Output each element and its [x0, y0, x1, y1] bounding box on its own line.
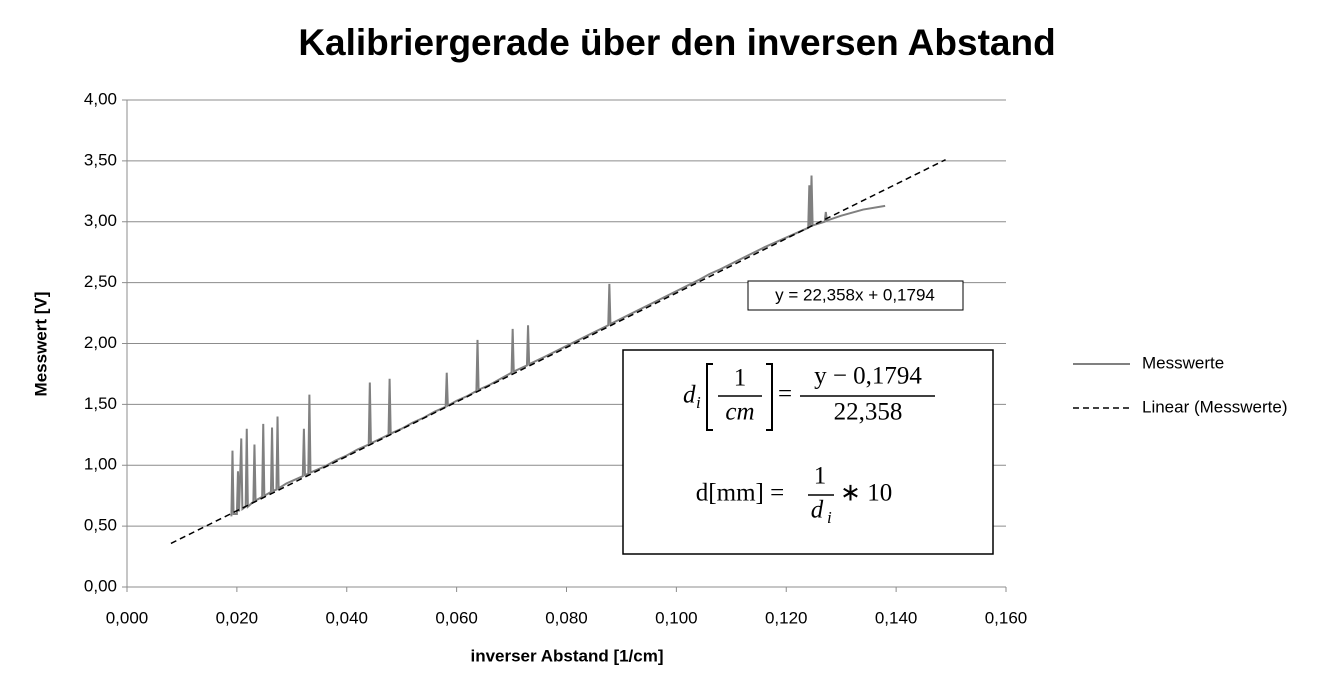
- y-tick-label: 1,50: [84, 394, 117, 413]
- legend-label: Messwerte: [1142, 353, 1224, 372]
- formula-text: 22,358: [834, 399, 903, 426]
- equation-box: [747, 280, 964, 311]
- x-tick-label: 0,060: [435, 608, 478, 627]
- y-tick-label: 2,50: [84, 272, 117, 291]
- y-tick-label: 0,00: [84, 576, 117, 595]
- y-tick-label: 1,00: [84, 455, 117, 474]
- legend-label: Linear (Messwerte): [1142, 397, 1288, 416]
- formula-text: 1: [814, 463, 827, 490]
- y-axis-label: Messwert [V]: [31, 292, 50, 397]
- x-tick-label: 0,160: [985, 608, 1028, 627]
- formula-text: d: [811, 497, 824, 524]
- x-tick-label: 0,120: [765, 608, 808, 627]
- series-line: [170, 158, 946, 545]
- formula-text: d: [683, 382, 696, 409]
- x-tick-label: 0,020: [216, 608, 259, 627]
- y-tick-label: 4,00: [84, 89, 117, 108]
- x-tick-label: 0,100: [655, 608, 698, 627]
- y-tick-label: 0,50: [84, 516, 117, 535]
- formula-text: cm: [725, 399, 754, 426]
- formula-text: y − 0,1794: [814, 363, 922, 390]
- formula-text: i: [696, 393, 701, 412]
- x-axis-label: inverser Abstand [1/cm]: [470, 646, 663, 665]
- x-tick-label: 0,000: [106, 608, 149, 627]
- chart-title: Kalibriergerade über den inversen Abstan…: [298, 22, 1055, 63]
- formula-box: [622, 349, 994, 555]
- y-tick-label: 3,50: [84, 150, 117, 169]
- formula: d i 1 cm = y − 0,1794 22,358 d[mm] = 1 d…: [683, 363, 935, 527]
- x-tick-label: 0,140: [875, 608, 918, 627]
- y-tick-label: 2,00: [84, 333, 117, 352]
- x-tick-label: 0,080: [545, 608, 588, 627]
- formula-text: i: [827, 508, 832, 527]
- bracket: [706, 363, 773, 431]
- equation: y = 22,358x + 0,1794: [775, 285, 935, 304]
- formula-text: ∗ 10: [840, 480, 892, 507]
- formula-text: =: [778, 381, 792, 408]
- formula-text: d[mm] =: [696, 480, 784, 507]
- y-tick-label: 3,00: [84, 211, 117, 230]
- x-tick-label: 0,040: [325, 608, 368, 627]
- formula-text: 1: [734, 365, 747, 392]
